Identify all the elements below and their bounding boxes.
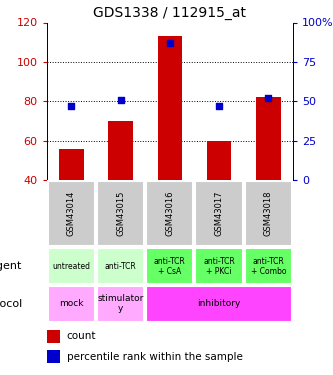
Text: mock: mock [59,299,84,308]
Text: protocol: protocol [0,299,22,309]
Text: count: count [67,332,96,342]
Bar [245,248,292,284]
Point [118,97,123,103]
Bar [146,248,193,284]
Text: anti-TCR
+ PKCi: anti-TCR + PKCi [203,256,235,276]
Bar [256,98,281,180]
Text: GSM43016: GSM43016 [165,191,174,237]
Bar [48,286,95,322]
Bar [97,182,144,246]
Bar [97,248,144,284]
Bar [47,350,60,363]
Bar [207,141,231,180]
Bar [195,248,243,284]
Text: GSM43017: GSM43017 [214,191,224,237]
Title: GDS1338 / 112915_at: GDS1338 / 112915_at [93,6,246,20]
Text: anti-TCR
+ Combo: anti-TCR + Combo [251,256,286,276]
Text: untreated: untreated [52,262,90,271]
Bar [146,286,292,322]
Text: stimulator
y: stimulator y [97,294,144,314]
Text: agent: agent [0,261,22,271]
Bar [245,182,292,246]
Text: GSM43014: GSM43014 [67,191,76,237]
Bar [108,121,133,180]
Bar [47,330,60,343]
Bar [48,248,95,284]
Text: GSM43018: GSM43018 [264,191,273,237]
Point [216,103,222,109]
Text: GSM43015: GSM43015 [116,191,125,237]
Point [167,40,172,46]
Text: percentile rank within the sample: percentile rank within the sample [67,352,242,362]
Point [69,103,74,109]
Bar [59,148,84,180]
Text: anti-TCR
+ CsA: anti-TCR + CsA [154,256,186,276]
Bar [146,182,193,246]
Bar [48,182,95,246]
Bar [195,182,243,246]
Bar [97,286,144,322]
Point [266,95,271,101]
Text: anti-TCR: anti-TCR [105,262,137,271]
Text: inhibitory: inhibitory [197,299,241,308]
Bar [158,36,182,180]
